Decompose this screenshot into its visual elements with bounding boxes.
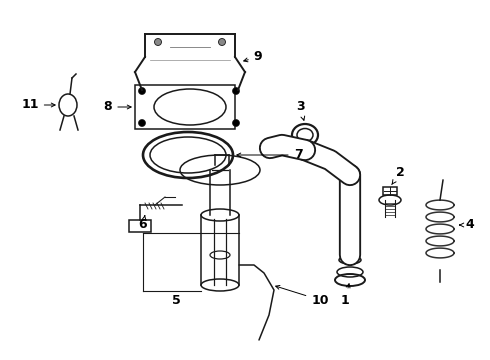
- Circle shape: [139, 120, 146, 126]
- Bar: [135, 85, 235, 129]
- Circle shape: [232, 87, 240, 94]
- Text: 7: 7: [237, 148, 302, 162]
- Circle shape: [139, 87, 146, 94]
- Text: 9: 9: [244, 50, 262, 63]
- Text: 3: 3: [295, 100, 305, 120]
- Circle shape: [219, 39, 225, 45]
- Circle shape: [232, 120, 240, 126]
- Text: 10: 10: [276, 285, 329, 306]
- Text: 5: 5: [172, 294, 180, 307]
- Text: 2: 2: [392, 166, 404, 185]
- Bar: [383, 187, 397, 195]
- Text: 6: 6: [139, 216, 147, 231]
- Text: 1: 1: [341, 284, 350, 306]
- Text: 11: 11: [21, 99, 55, 112]
- Text: 8: 8: [104, 100, 131, 113]
- Circle shape: [154, 39, 162, 45]
- Text: 4: 4: [460, 219, 474, 231]
- Bar: [129, 220, 151, 232]
